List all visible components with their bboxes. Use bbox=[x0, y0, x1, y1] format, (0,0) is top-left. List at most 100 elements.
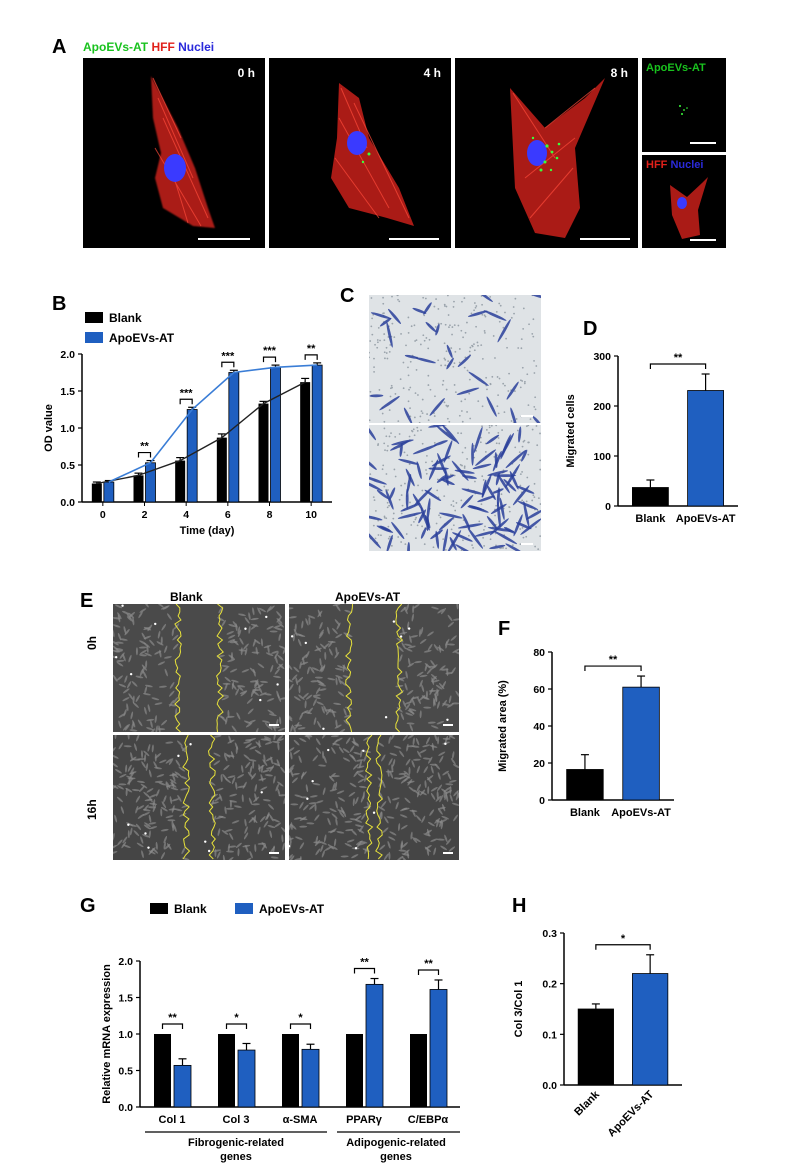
migrated-cell bbox=[515, 522, 532, 530]
cell bbox=[222, 854, 226, 860]
cell bbox=[163, 835, 168, 844]
significance-bracket bbox=[161, 1023, 184, 1029]
debris bbox=[384, 716, 388, 719]
col-label-apoevs: ApoEVs-AT bbox=[335, 590, 401, 604]
col-label-blank: Blank bbox=[170, 590, 203, 604]
pore bbox=[397, 420, 400, 423]
cell bbox=[277, 654, 284, 661]
cell bbox=[379, 844, 386, 851]
cell bbox=[118, 720, 122, 729]
migrated-cell bbox=[437, 452, 447, 476]
y-axis-label: Migrated area (%) bbox=[497, 680, 509, 772]
pore bbox=[517, 347, 520, 349]
migrated-cell bbox=[497, 319, 511, 343]
pore bbox=[369, 356, 370, 359]
pore bbox=[423, 314, 426, 317]
bar-blank bbox=[566, 769, 604, 801]
migrated-cell bbox=[471, 442, 474, 466]
cell bbox=[321, 850, 325, 858]
migrated-cell bbox=[404, 354, 419, 359]
cell bbox=[231, 776, 236, 785]
pore bbox=[457, 324, 460, 327]
cell bbox=[168, 690, 175, 697]
cell bbox=[405, 703, 411, 711]
pore bbox=[495, 425, 498, 427]
cell bbox=[266, 605, 272, 613]
cell bbox=[447, 703, 455, 708]
pore bbox=[458, 361, 461, 364]
pore bbox=[384, 449, 386, 452]
transwell-image-apoevs bbox=[369, 425, 541, 551]
migrated-cell bbox=[397, 512, 423, 519]
cell bbox=[400, 606, 407, 613]
pore bbox=[480, 344, 483, 347]
migrated-cell bbox=[486, 396, 497, 417]
cell bbox=[136, 842, 144, 848]
cell bbox=[127, 777, 136, 780]
cell bbox=[444, 735, 449, 744]
cell bbox=[116, 796, 124, 803]
cell bbox=[357, 778, 365, 783]
pore bbox=[476, 341, 479, 344]
cell bbox=[416, 765, 420, 774]
migrated-cell bbox=[399, 443, 403, 457]
cell bbox=[250, 623, 259, 627]
x-tick-label: Blank bbox=[635, 513, 666, 525]
bar-apoevs bbox=[237, 1049, 256, 1108]
cell bbox=[252, 690, 260, 696]
pore bbox=[496, 405, 499, 408]
cell bbox=[172, 634, 179, 641]
x-tick-label: α-SMA bbox=[283, 1114, 318, 1126]
y-tick-label: 0 bbox=[539, 795, 545, 807]
pore bbox=[423, 543, 426, 546]
pore bbox=[462, 539, 464, 542]
scale-bar bbox=[580, 238, 630, 240]
cell bbox=[227, 856, 234, 860]
scratch-image-blank-16h bbox=[113, 735, 285, 860]
pore bbox=[453, 362, 456, 365]
cell bbox=[442, 703, 451, 706]
cell bbox=[395, 801, 399, 810]
cell bbox=[419, 674, 428, 678]
pore bbox=[427, 419, 430, 422]
pore bbox=[466, 369, 469, 372]
cell bbox=[311, 667, 320, 671]
cell bbox=[228, 845, 237, 848]
pore bbox=[445, 388, 448, 391]
cell bbox=[273, 735, 277, 741]
cell bbox=[124, 723, 130, 731]
bar-blank bbox=[216, 437, 227, 502]
pore bbox=[376, 346, 379, 349]
cell bbox=[315, 747, 322, 754]
cell bbox=[126, 681, 132, 689]
cell bbox=[427, 643, 433, 651]
x-tick-label: Blank bbox=[572, 1088, 602, 1118]
pore bbox=[421, 412, 424, 414]
pore bbox=[505, 547, 508, 550]
cell bbox=[274, 656, 278, 664]
cell bbox=[329, 808, 337, 813]
pore bbox=[445, 350, 448, 353]
pore bbox=[440, 364, 443, 367]
cell bbox=[116, 675, 123, 681]
pore bbox=[442, 538, 445, 540]
cell bbox=[412, 737, 415, 746]
cell bbox=[422, 744, 431, 748]
cell bbox=[339, 811, 345, 818]
cell bbox=[263, 736, 272, 740]
cell bbox=[237, 685, 244, 691]
cell bbox=[113, 629, 115, 638]
wound-edge-line bbox=[216, 604, 225, 732]
cell bbox=[302, 657, 305, 665]
pore bbox=[502, 326, 505, 329]
pore bbox=[400, 512, 403, 515]
pore bbox=[466, 458, 468, 460]
pore bbox=[452, 505, 455, 508]
cell bbox=[429, 744, 438, 748]
legend-label: ApoEVs-AT bbox=[259, 902, 325, 916]
cell bbox=[130, 752, 133, 760]
cell bbox=[221, 619, 226, 627]
scratch-image-blank-0h bbox=[113, 604, 285, 732]
cell bbox=[404, 797, 411, 804]
